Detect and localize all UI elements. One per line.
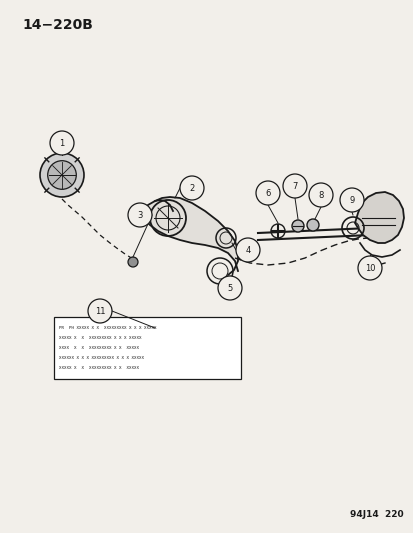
Circle shape (339, 188, 363, 212)
Circle shape (47, 161, 76, 189)
Circle shape (282, 174, 306, 198)
Circle shape (357, 256, 381, 280)
Circle shape (306, 219, 318, 231)
Circle shape (40, 153, 84, 197)
Text: 3: 3 (137, 211, 142, 220)
Text: 14−220B: 14−220B (22, 18, 93, 32)
Polygon shape (354, 192, 403, 243)
Circle shape (255, 181, 279, 205)
Text: PR  PH XXXXX X X  XXXXXXXXX X X X XXXXX: PR PH XXXXX X X XXXXXXXXX X X X XXXXX (59, 326, 156, 330)
FancyBboxPatch shape (54, 317, 240, 379)
Text: XXXXXX X X X XXXXXXXXX X X X XXXXX: XXXXXX X X X XXXXXXXXX X X X XXXXX (59, 356, 144, 360)
Text: 1: 1 (59, 139, 64, 148)
Text: XXXXX X  X  XXXXXXXXX X X X XXXXX: XXXXX X X XXXXXXXXX X X X XXXXX (59, 336, 141, 340)
Text: XXXXX X  X  XXXXXXXXX X X  XXXXX: XXXXX X X XXXXXXXXX X X XXXXX (59, 366, 139, 370)
Circle shape (235, 238, 259, 262)
Text: 11: 11 (95, 306, 105, 316)
Text: XXXX  X  X  XXXXXXXXX X X  XXXXX: XXXX X X XXXXXXXXX X X XXXXX (59, 346, 139, 350)
Circle shape (128, 203, 152, 227)
Circle shape (218, 276, 242, 300)
Polygon shape (140, 197, 237, 275)
Circle shape (128, 257, 138, 267)
Circle shape (50, 131, 74, 155)
Circle shape (88, 299, 112, 323)
Text: 4: 4 (245, 246, 250, 254)
Circle shape (291, 220, 303, 232)
Text: 10: 10 (364, 263, 374, 272)
Circle shape (180, 176, 204, 200)
Text: 94J14  220: 94J14 220 (349, 510, 403, 519)
Text: 2: 2 (189, 183, 194, 192)
Text: 7: 7 (292, 182, 297, 190)
Text: 8: 8 (318, 190, 323, 199)
Text: 9: 9 (349, 196, 354, 205)
Text: 5: 5 (227, 284, 232, 293)
Text: 6: 6 (265, 189, 270, 198)
Circle shape (308, 183, 332, 207)
